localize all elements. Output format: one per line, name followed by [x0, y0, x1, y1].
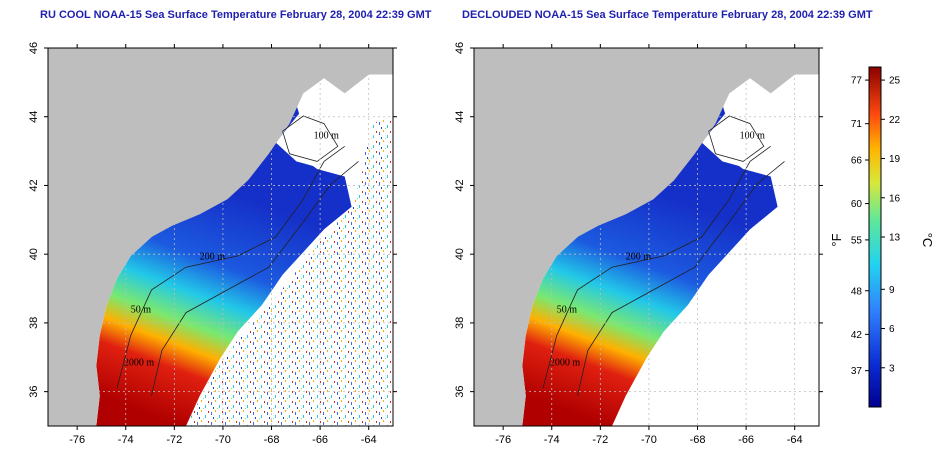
cloud-noise-area — [186, 116, 393, 426]
fahrenheit-tick-label: 48 — [851, 286, 863, 297]
y-tick-label: 46 — [454, 42, 466, 54]
x-tick-label: -72 — [592, 434, 608, 446]
x-tick-label: -70 — [641, 434, 657, 446]
isobath-contour-2 — [151, 161, 359, 396]
y-tick-label: 38 — [454, 317, 466, 329]
celsius-tick-label: 19 — [889, 154, 901, 165]
contour-label: 50 m — [131, 305, 152, 316]
isobath-contour-2 — [577, 161, 785, 396]
colorbar: 25 22 19 16 13 9 6 3 77 71 66 60 55 48 42 37 °F °C — [829, 66, 935, 408]
x-tick-label: -70 — [215, 434, 231, 446]
y-tick-label: 36 — [454, 386, 466, 398]
x-tick-label: -74 — [544, 434, 560, 446]
x-tick-label: -76 — [69, 434, 85, 446]
land-mask — [474, 48, 819, 426]
contour-label: 2000 m — [124, 358, 154, 369]
map-frame — [473, 47, 820, 427]
x-tick-label: -64 — [787, 434, 803, 446]
fahrenheit-tick-label: 66 — [851, 155, 863, 166]
y-tick-label: 42 — [454, 179, 466, 191]
celsius-tick-label: 3 — [889, 363, 895, 374]
contour-label: 200 m — [626, 252, 652, 263]
celsius-tick-label: 25 — [889, 76, 901, 87]
left-panel-title: RU COOL NOAA-15 Sea Surface Temperature … — [40, 9, 432, 21]
x-tick-label: -66 — [312, 434, 328, 446]
y-tick-label: 46 — [28, 42, 40, 54]
contour-label: 200 m — [200, 252, 226, 263]
fahrenheit-tick-label: 60 — [851, 199, 863, 210]
sea-surface-temperature-field — [522, 93, 778, 426]
celsius-unit-label: °C — [920, 233, 935, 248]
y-tick-label: 42 — [28, 179, 40, 191]
contour-label: 2000 m — [550, 358, 581, 369]
celsius-tick-label: 6 — [889, 324, 895, 335]
isobath-contour-1 — [116, 145, 345, 389]
contour-label: 100 m — [314, 131, 340, 142]
fahrenheit-unit-label: °F — [829, 233, 844, 246]
fahrenheit-tick-label: 77 — [851, 76, 863, 87]
x-tick-label: -74 — [118, 434, 134, 446]
colorbar-gradient — [868, 66, 882, 408]
x-tick-label: -68 — [264, 434, 280, 446]
contour-label: 100 m — [740, 131, 766, 142]
map-panel-2: 100 m 200 m 2000 m 50 m -76 -74 -72 -70 -68 -66 -6… — [454, 42, 823, 446]
fahrenheit-tick-label: 37 — [851, 366, 863, 377]
x-tick-label: -66 — [738, 434, 754, 446]
celsius-tick-label: 13 — [889, 233, 901, 244]
isobath-contour-1 — [542, 145, 771, 389]
y-tick-label: 36 — [28, 386, 40, 398]
y-tick-label: 38 — [28, 317, 40, 329]
x-tick-label: -68 — [690, 434, 706, 446]
y-tick-label: 40 — [454, 248, 466, 260]
y-tick-label: 40 — [28, 248, 40, 260]
map-frame — [47, 47, 394, 427]
land-mask — [48, 48, 393, 426]
celsius-tick-label: 9 — [889, 285, 895, 296]
x-tick-label: -72 — [166, 434, 182, 446]
sea-surface-temperature-field — [96, 93, 352, 426]
right-panel-title: DECLOUDED NOAA-15 Sea Surface Temperatur… — [462, 9, 873, 21]
fahrenheit-tick-label: 55 — [851, 235, 863, 246]
y-tick-label: 44 — [28, 111, 40, 123]
fahrenheit-tick-label: 71 — [851, 119, 863, 130]
x-tick-label: -76 — [495, 434, 511, 446]
celsius-tick-label: 16 — [889, 193, 901, 204]
contour-label: 50 m — [557, 305, 578, 316]
y-tick-label: 44 — [454, 111, 466, 123]
fahrenheit-tick-label: 42 — [851, 330, 863, 341]
isobath-contour-3 — [282, 115, 339, 162]
map-panel-1: 100 m 200 m 2000 m 50 m -76 -74 -72 -70 -68 -66 -6… — [28, 42, 397, 446]
isobath-contour-3 — [708, 115, 765, 162]
celsius-tick-label: 22 — [889, 115, 901, 126]
x-tick-label: -64 — [361, 434, 377, 446]
